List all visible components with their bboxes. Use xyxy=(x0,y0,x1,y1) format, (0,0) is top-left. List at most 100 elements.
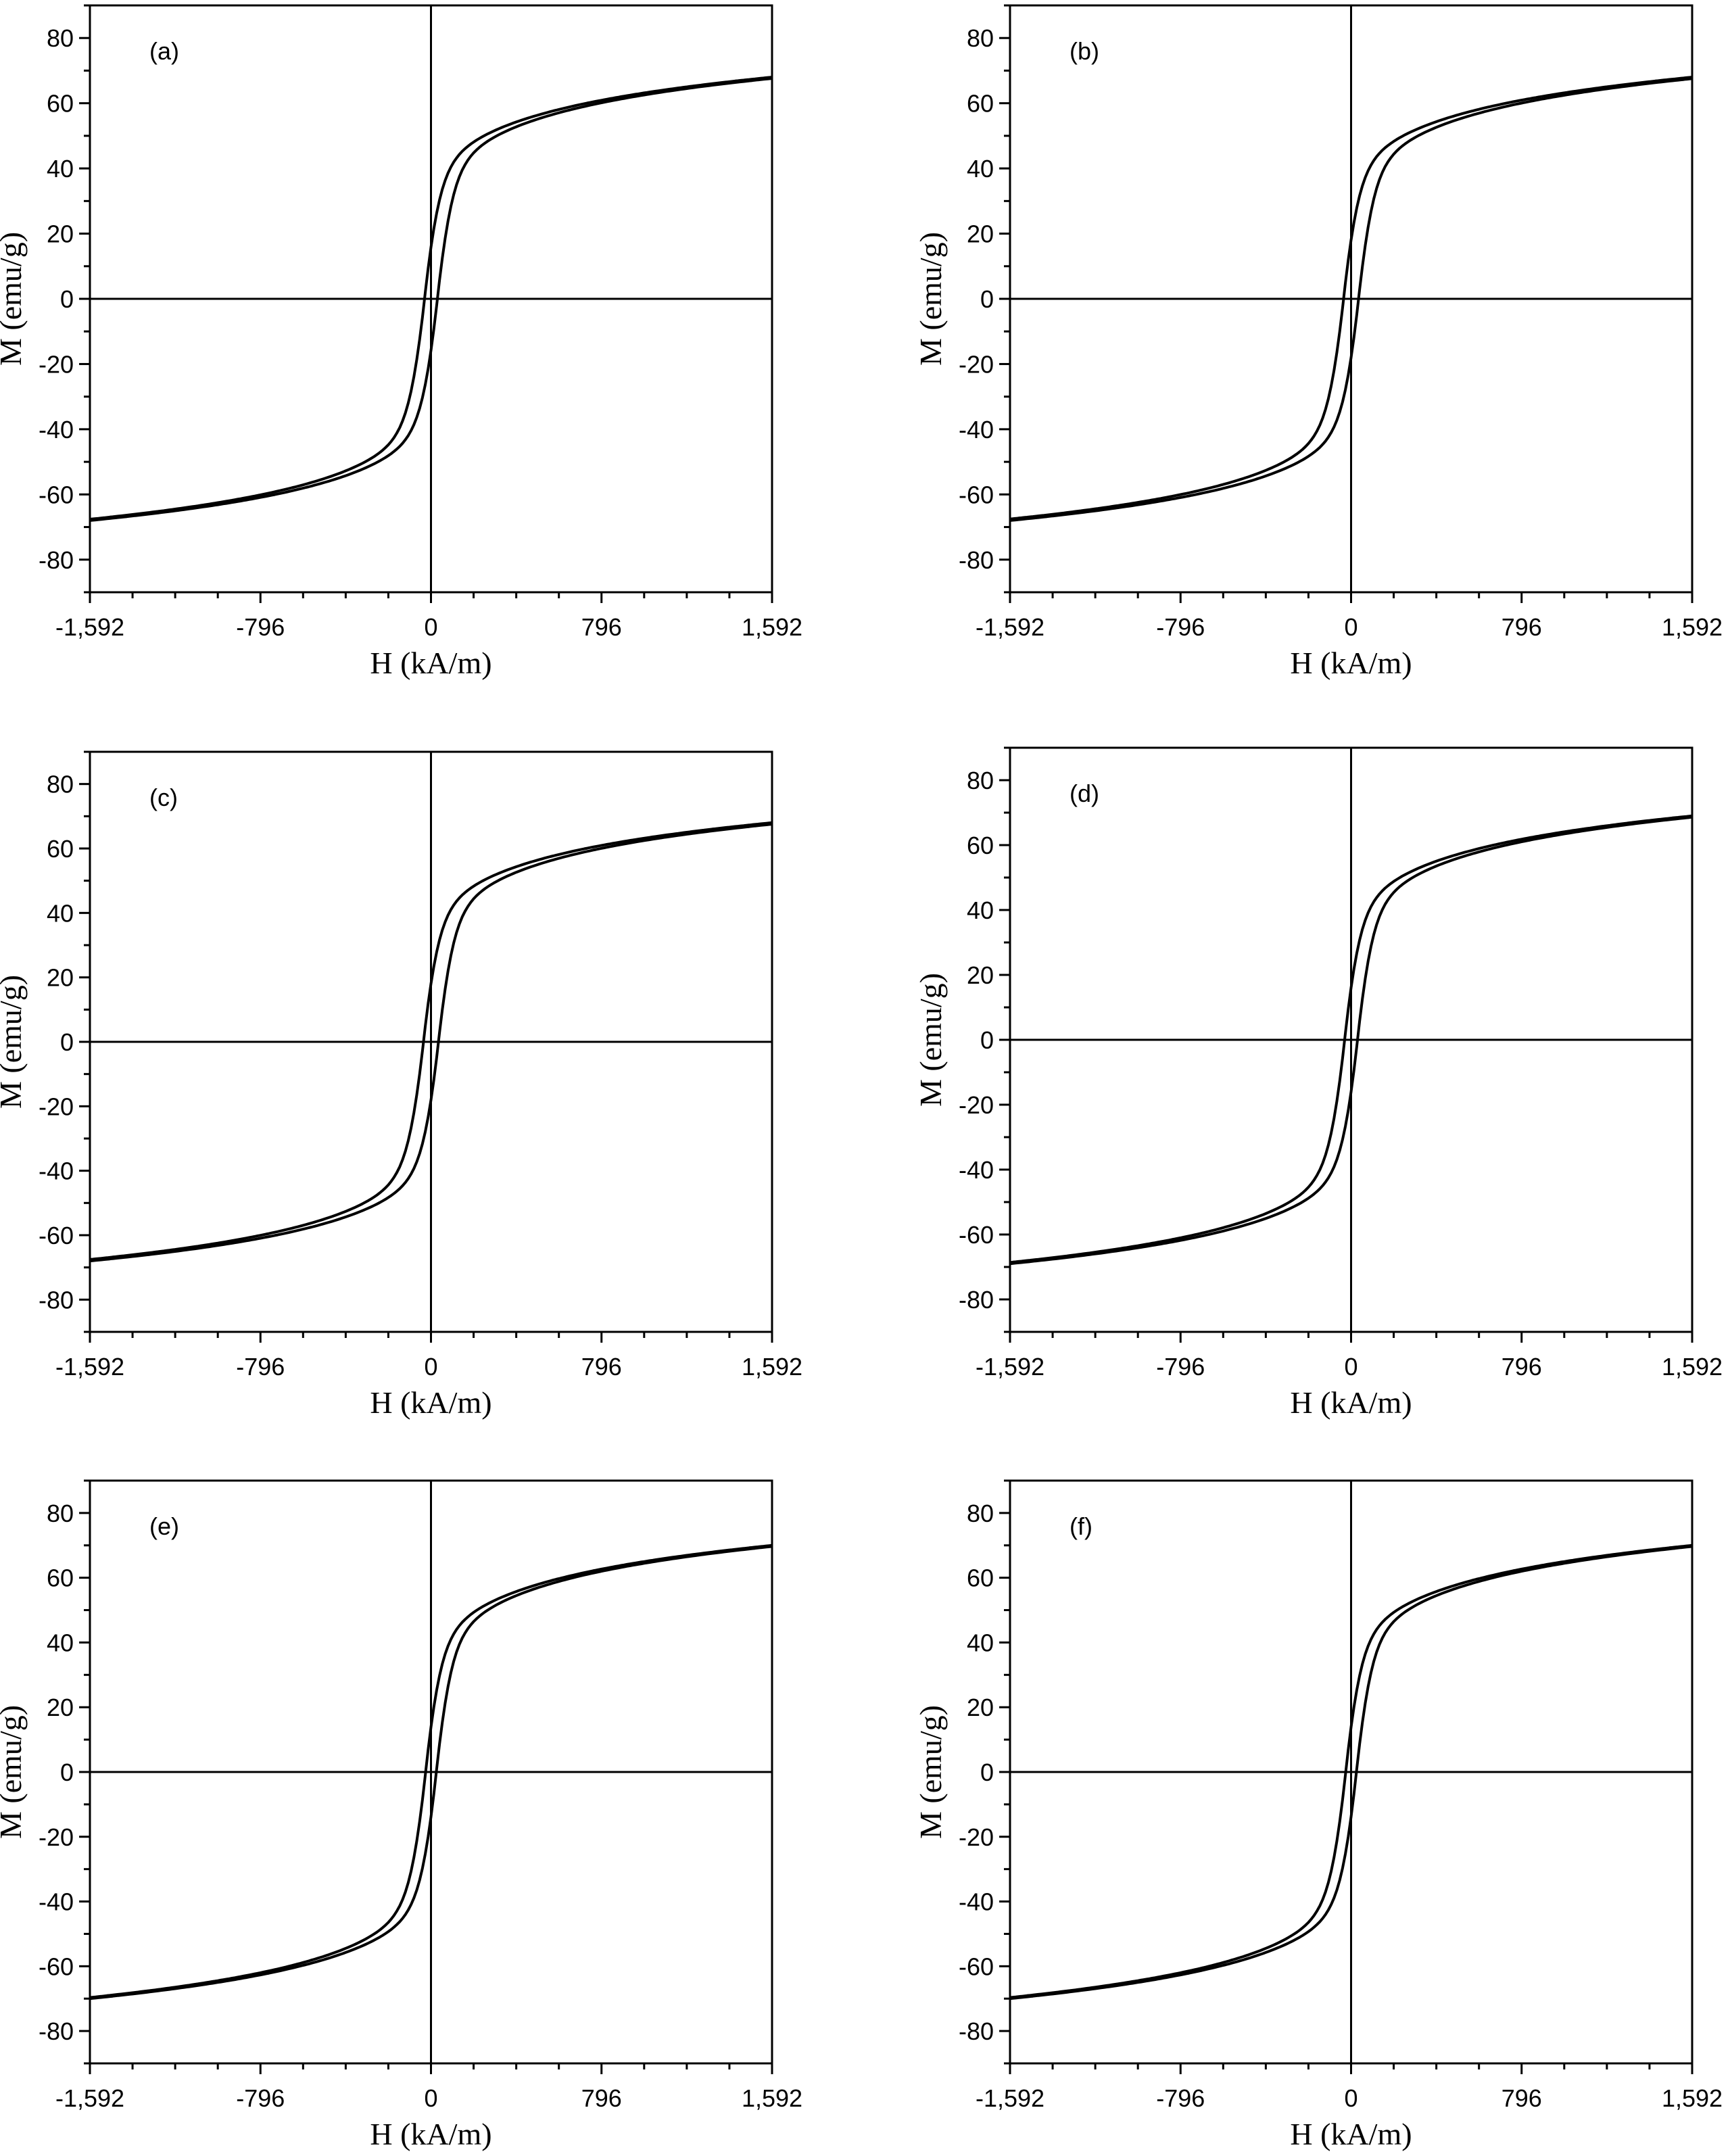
y-tick-label: 20 xyxy=(47,220,74,248)
y-tick-label: -20 xyxy=(959,1823,994,1851)
x-tick-label: -796 xyxy=(236,1353,285,1381)
y-tick-label: 20 xyxy=(47,1694,74,1721)
y-tick-label: -80 xyxy=(959,546,994,574)
x-tick-label: -796 xyxy=(236,2084,285,2112)
y-axis-title: M (emu/g) xyxy=(0,232,28,366)
x-tick-label: 1,592 xyxy=(742,613,802,641)
y-tick-label: 0 xyxy=(980,285,994,313)
descending-branch-line xyxy=(89,1543,773,1999)
y-tick-label: 80 xyxy=(47,24,74,52)
y-tick-label: 0 xyxy=(980,1026,994,1054)
ascending-branch-line xyxy=(1009,815,1693,1266)
y-tick-label: -20 xyxy=(39,1093,74,1120)
x-tick-label: -796 xyxy=(1156,613,1205,641)
x-axis-title: H (kA/m) xyxy=(1290,646,1412,680)
ascending-branch-line xyxy=(89,823,773,1263)
y-tick-label: 0 xyxy=(60,1028,74,1056)
x-tick-label: 1,592 xyxy=(742,1353,802,1381)
x-tick-label: -1,592 xyxy=(55,2084,124,2112)
x-tick-label: 0 xyxy=(1344,1353,1357,1381)
x-tick-label: -1,592 xyxy=(55,1353,124,1381)
y-tick-label: 0 xyxy=(980,1758,994,1786)
y-tick-label: -80 xyxy=(39,2017,74,2045)
x-tick-label: 1,592 xyxy=(1662,1353,1723,1381)
y-tick-label: -20 xyxy=(959,350,994,378)
ascending-branch-line xyxy=(89,77,773,522)
x-tick-label: -1,592 xyxy=(55,613,124,641)
y-tick-label: 60 xyxy=(47,835,74,863)
y-tick-label: 0 xyxy=(60,1758,74,1786)
panel-b: -80 -60 -40 -20 0 20 40 60 80 -1,592 -796 0 796 1,592… xyxy=(913,4,1723,680)
y-tick-label: 60 xyxy=(47,90,74,118)
panel-label: (f) xyxy=(1070,1512,1092,1540)
y-tick-label: -60 xyxy=(39,481,74,508)
x-axis-title: H (kA/m) xyxy=(370,1385,491,1420)
y-axis-title: M (emu/g) xyxy=(913,232,948,366)
x-tick-label: 0 xyxy=(1344,613,1357,641)
y-tick-label: -40 xyxy=(39,1157,74,1185)
y-tick-label: 40 xyxy=(967,896,994,924)
x-tick-label: 796 xyxy=(581,2084,622,2112)
y-tick-label: -20 xyxy=(39,350,74,378)
x-tick-label: 796 xyxy=(1501,613,1542,641)
y-tick-label: -40 xyxy=(39,1888,74,1916)
panel-e: -80 -60 -40 -20 0 20 40 60 80 -1,592 -796 0 796 1,592… xyxy=(0,1479,802,2151)
y-tick-label: 80 xyxy=(967,24,994,52)
x-tick-label: 796 xyxy=(1501,2084,1542,2112)
x-tick-label: 796 xyxy=(581,1353,622,1381)
y-tick-label: 20 xyxy=(47,964,74,992)
y-tick-label: 40 xyxy=(47,155,74,183)
panel-c: -80 -60 -40 -20 0 20 40 60 80 -1,592 -796 0 796 1,592… xyxy=(0,750,802,1420)
x-tick-label: 0 xyxy=(424,1353,437,1381)
x-tick-label: 796 xyxy=(581,613,622,641)
y-tick-label: -80 xyxy=(959,2017,994,2045)
y-axis-title: M (emu/g) xyxy=(913,973,948,1107)
y-tick-label: -60 xyxy=(39,1953,74,1980)
descending-branch-line xyxy=(89,76,773,521)
panel-label: (b) xyxy=(1070,37,1099,65)
y-tick-label: 40 xyxy=(967,1629,994,1656)
x-tick-label: 1,592 xyxy=(742,2084,802,2112)
descending-branch-line xyxy=(1009,814,1693,1264)
y-tick-label: 20 xyxy=(967,220,994,248)
x-axis-title: H (kA/m) xyxy=(1290,1385,1412,1420)
y-tick-label: -80 xyxy=(39,546,74,574)
y-tick-label: -60 xyxy=(39,1222,74,1249)
x-tick-label: 796 xyxy=(1501,1353,1542,1381)
x-axis-title: H (kA/m) xyxy=(370,2117,491,2151)
descending-branch-line xyxy=(1009,76,1693,521)
y-tick-label: -60 xyxy=(959,1953,994,1980)
x-tick-label: -796 xyxy=(1156,2084,1205,2112)
x-tick-label: -796 xyxy=(236,613,285,641)
y-axis-title: M (emu/g) xyxy=(0,975,28,1109)
panel-label: (e) xyxy=(149,1512,179,1540)
y-tick-label: -80 xyxy=(959,1286,994,1314)
x-tick-label: -1,592 xyxy=(976,613,1044,641)
y-tick-label: 40 xyxy=(47,1629,74,1656)
y-tick-label: 80 xyxy=(967,767,994,794)
y-tick-label: -60 xyxy=(959,481,994,508)
y-tick-label: 80 xyxy=(47,771,74,798)
panel-label: (a) xyxy=(149,37,179,65)
x-tick-label: 0 xyxy=(424,2084,437,2112)
y-tick-label: 20 xyxy=(967,961,994,989)
x-tick-label: -796 xyxy=(1156,1353,1205,1381)
y-axis-title: M (emu/g) xyxy=(0,1705,28,1839)
panel-a: -80 -60 -40 -20 0 20 40 60 80 -1,592 -796 0 796 1,592… xyxy=(0,4,802,680)
x-tick-label: -1,592 xyxy=(976,2084,1044,2112)
ascending-branch-line xyxy=(89,1545,773,2001)
y-tick-label: -40 xyxy=(959,1888,994,1916)
y-tick-label: 60 xyxy=(47,1564,74,1592)
y-tick-label: 60 xyxy=(967,1564,994,1592)
panel-label: (c) xyxy=(149,784,178,811)
x-tick-label: 1,592 xyxy=(1662,2084,1723,2112)
y-tick-label: 80 xyxy=(967,1500,994,1527)
y-tick-label: -40 xyxy=(959,1156,994,1184)
y-tick-label: -40 xyxy=(959,416,994,444)
descending-branch-line xyxy=(1009,1543,1693,1999)
x-axis-title: H (kA/m) xyxy=(1290,2117,1412,2151)
x-tick-label: 0 xyxy=(1344,2084,1357,2112)
y-tick-label: 60 xyxy=(967,832,994,859)
y-tick-label: -20 xyxy=(959,1091,994,1119)
